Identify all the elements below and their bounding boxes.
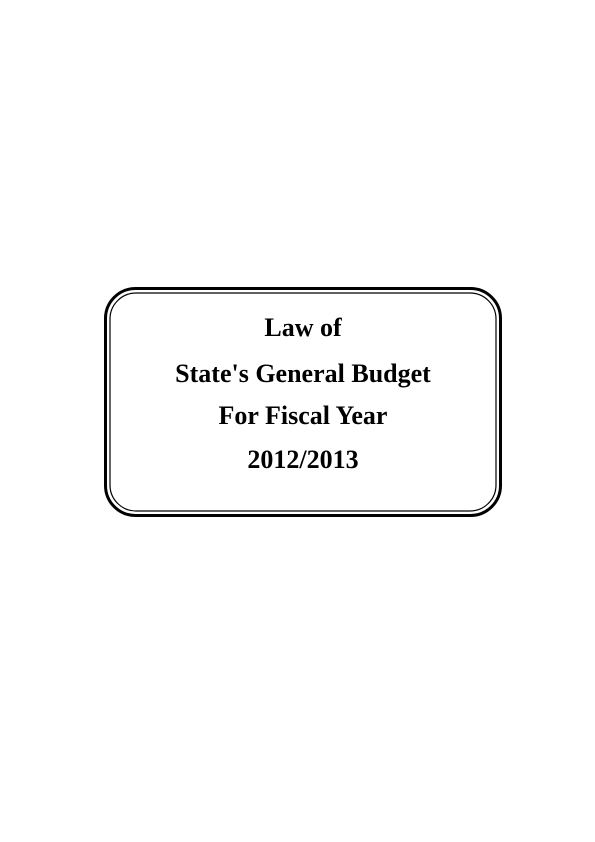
title-line-fiscal-year: For Fiscal Year <box>218 401 388 430</box>
title-line-law-of: Law of <box>264 313 342 342</box>
title-text-block: Law of State's General Budget For Fiscal… <box>104 287 502 517</box>
title-line-year-range: 2012/2013 <box>247 445 359 474</box>
title-frame: Law of State's General Budget For Fiscal… <box>104 287 502 517</box>
title-line-budget: State's General Budget <box>175 359 431 388</box>
double-rounded-border <box>104 287 502 517</box>
